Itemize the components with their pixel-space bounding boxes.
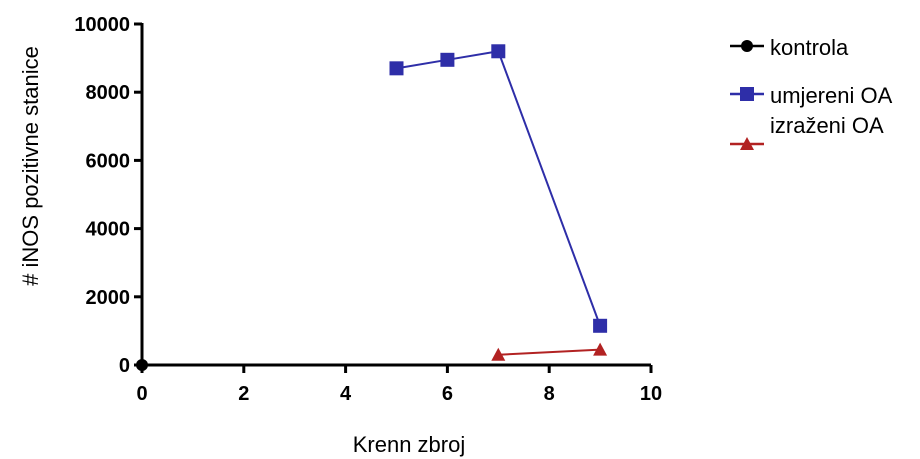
legend-entry: izraženi OA (730, 113, 884, 150)
legend-entry: umjereni OA (730, 83, 893, 108)
x-tick-label: 0 (136, 383, 147, 405)
y-axis-title: # iNOS pozitivne stanice (18, 46, 43, 286)
legend-label: kontrola (770, 35, 849, 60)
x-tick-label: 6 (442, 383, 453, 405)
series-line (396, 50, 602, 327)
y-tick-label: 4000 (86, 219, 131, 241)
series-2 (389, 44, 608, 333)
legend-marker (740, 137, 754, 150)
x-tick-label: 2 (238, 383, 249, 405)
x-axis-title: Krenn zbroj (353, 432, 466, 457)
y-tick-label: 2000 (86, 287, 131, 309)
axes: 0 2000 4000 6000 8000 10000 0 2 4 6 8 10 (74, 14, 662, 405)
series-3 (491, 342, 608, 361)
x-tick-label: 4 (340, 383, 352, 405)
series-1 (136, 359, 148, 371)
series-line (498, 348, 601, 356)
legend-marker (741, 40, 753, 52)
data-point (136, 359, 148, 371)
data-point (593, 342, 608, 356)
data-point (440, 52, 455, 67)
data-point (593, 318, 608, 333)
series-layer (136, 44, 608, 371)
legend-label: umjereni OA (770, 83, 893, 108)
legend-marker (740, 87, 754, 101)
x-tick-label: 10 (640, 383, 662, 405)
y-tick-label: 6000 (86, 150, 131, 172)
x-tick-label: 8 (544, 383, 555, 405)
data-point (389, 61, 404, 76)
data-point (491, 44, 506, 59)
y-tick-label: 10000 (74, 14, 130, 36)
data-point (491, 347, 506, 361)
y-tick-label: 8000 (86, 82, 131, 104)
legend: kontrola umjereni OA izraženi OA (730, 35, 893, 150)
legend-entry: kontrola (730, 35, 849, 60)
legend-label: izraženi OA (770, 113, 884, 138)
y-tick-label: 0 (119, 355, 130, 377)
